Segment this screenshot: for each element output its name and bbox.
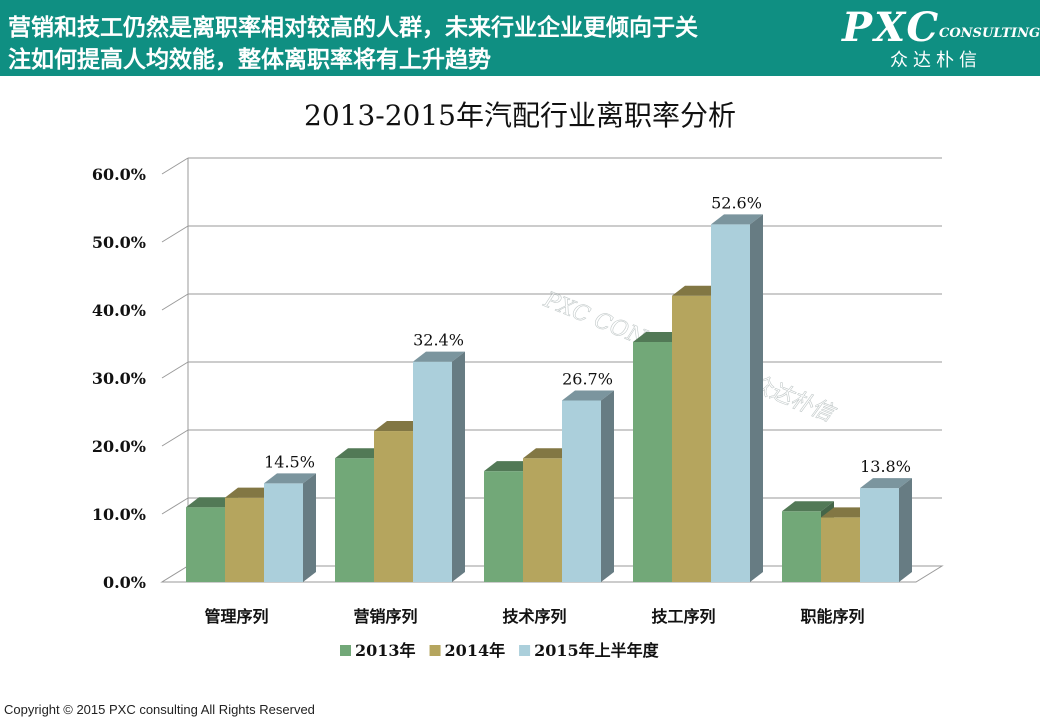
bar-top (782, 501, 834, 512)
data-label: 14.5% (264, 452, 315, 471)
legend-label: 2015年上半年度 (534, 641, 660, 660)
bar (860, 488, 899, 582)
bar (413, 361, 452, 582)
gridline-depth (161, 429, 189, 447)
gridline-depth (161, 497, 189, 515)
bar (374, 431, 413, 582)
bar (523, 458, 562, 582)
bar (782, 511, 821, 582)
bar-side (899, 478, 912, 582)
bar (633, 341, 672, 582)
bar (672, 295, 711, 582)
copyright-text: Copyright © 2015 PXC consulting All Righ… (4, 702, 315, 717)
bar (335, 458, 374, 582)
y-tick-label: 40.0% (92, 301, 146, 320)
y-tick-label: 50.0% (92, 233, 146, 252)
logo-consulting-text: CONSULTING (939, 26, 1040, 41)
legend-label: 2014年 (445, 641, 506, 660)
legend-swatch (519, 645, 531, 656)
y-tick-label: 0.0% (103, 573, 146, 592)
bar-side (452, 351, 465, 582)
header-title-line-2: 注如何提高人均效能，整体离职率将有上升趋势 (8, 47, 491, 73)
y-tick-label: 10.0% (92, 505, 146, 524)
header-banner: 营销和技工仍然是离职率相对较高的人群，未来行业企业更倾向于关 注如何提高人均效能… (0, 0, 1040, 76)
bar (225, 497, 264, 582)
header-title-line-1: 营销和技工仍然是离职率相对较高的人群，未来行业企业更倾向于关 (8, 15, 698, 41)
gridline-depth (161, 225, 189, 243)
bar-side (601, 390, 614, 582)
bar (264, 483, 303, 582)
bar-top (860, 478, 912, 489)
category-label: 营销序列 (353, 607, 417, 626)
y-tick-label: 30.0% (92, 369, 146, 388)
bar (562, 400, 601, 582)
bar (484, 471, 523, 582)
logo-pxc-text: PXC (842, 4, 941, 51)
legend-swatch (429, 645, 441, 656)
gridline-depth (161, 293, 189, 311)
legend-swatch (340, 645, 351, 656)
legend-label: 2013年 (355, 641, 416, 660)
y-tick-label: 60.0% (92, 165, 146, 184)
bar-side (303, 473, 316, 582)
bar (711, 224, 750, 582)
data-label: 26.7% (562, 369, 613, 388)
bar-top (711, 214, 763, 225)
chart-title: 2013-2015年汽配行业离职率分析 (304, 99, 736, 132)
y-tick-label: 20.0% (92, 437, 146, 456)
bar-side (750, 214, 763, 582)
category-label: 职能序列 (800, 607, 864, 626)
bar (821, 517, 860, 582)
category-label: 技工序列 (651, 607, 715, 626)
gridline-depth (161, 361, 189, 379)
category-label: 管理序列 (204, 607, 268, 626)
category-label: 技术序列 (502, 607, 566, 626)
data-label: 52.6% (711, 193, 762, 212)
bar-top (562, 390, 614, 401)
bar-top (413, 351, 465, 362)
gridline-depth (161, 157, 189, 175)
logo-chinese-text: 众达朴信 (890, 50, 982, 71)
pxc-logo: PXC CONSULTING 众达朴信 (836, 2, 1040, 74)
bar (186, 507, 225, 582)
data-label: 13.8% (860, 457, 911, 476)
data-label: 32.4% (413, 331, 464, 350)
bar-top (264, 473, 316, 484)
